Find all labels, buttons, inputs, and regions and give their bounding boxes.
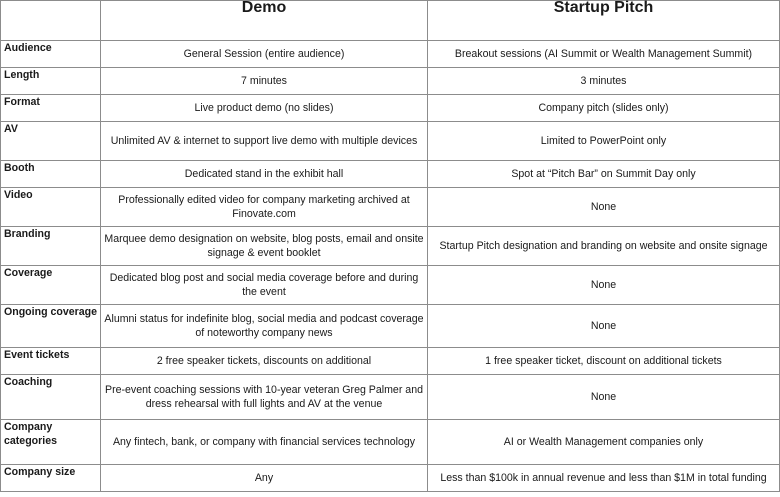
demo-cell: General Session (entire audience) xyxy=(100,40,428,68)
pitch-cell: None xyxy=(427,304,780,348)
header-row: Demo Startup Pitch xyxy=(0,0,780,41)
pitch-cell: Company pitch (slides only) xyxy=(427,94,780,122)
row-label: Branding xyxy=(0,226,101,266)
demo-cell: Alumni status for indefinite blog, socia… xyxy=(100,304,428,348)
row-label: AV xyxy=(0,121,101,161)
demo-cell: Dedicated blog post and social media cov… xyxy=(100,265,428,305)
demo-cell: Professionally edited video for company … xyxy=(100,187,428,227)
header-blank-cell xyxy=(0,0,101,41)
pitch-cell: Spot at “Pitch Bar” on Summit Day only xyxy=(427,160,780,188)
table-row: Video Professionally edited video for co… xyxy=(0,187,780,227)
table-row: Company categories Any fintech, bank, or… xyxy=(0,419,780,465)
demo-cell: Marquee demo designation on website, blo… xyxy=(100,226,428,266)
row-label: Audience xyxy=(0,40,101,68)
row-label: Format xyxy=(0,94,101,122)
table-row: AV Unlimited AV & internet to support li… xyxy=(0,121,780,161)
pitch-cell: None xyxy=(427,187,780,227)
row-label: Coverage xyxy=(0,265,101,305)
pitch-cell: 3 minutes xyxy=(427,67,780,95)
pitch-cell: Breakout sessions (AI Summit or Wealth M… xyxy=(427,40,780,68)
demo-cell: Pre-event coaching sessions with 10-year… xyxy=(100,374,428,420)
demo-cell: Dedicated stand in the exhibit hall xyxy=(100,160,428,188)
table-row: Format Live product demo (no slides) Com… xyxy=(0,94,780,122)
demo-cell: Any fintech, bank, or company with finan… xyxy=(100,419,428,465)
demo-cell: Unlimited AV & internet to support live … xyxy=(100,121,428,161)
pitch-cell: AI or Wealth Management companies only xyxy=(427,419,780,465)
pitch-cell: Limited to PowerPoint only xyxy=(427,121,780,161)
table-row: Branding Marquee demo designation on web… xyxy=(0,226,780,266)
pitch-cell: None xyxy=(427,374,780,420)
demo-cell: Any xyxy=(100,464,428,492)
row-label: Booth xyxy=(0,160,101,188)
table-row: Coaching Pre-event coaching sessions wit… xyxy=(0,374,780,420)
column-header-demo: Demo xyxy=(100,0,428,41)
demo-cell: Live product demo (no slides) xyxy=(100,94,428,122)
row-label: Coaching xyxy=(0,374,101,420)
pitch-cell: Startup Pitch designation and branding o… xyxy=(427,226,780,266)
table-row: Booth Dedicated stand in the exhibit hal… xyxy=(0,160,780,188)
row-label: Company categories xyxy=(0,419,101,465)
demo-cell: 2 free speaker tickets, discounts on add… xyxy=(100,347,428,375)
row-label: Ongoing coverage xyxy=(0,304,101,348)
pitch-cell: None xyxy=(427,265,780,305)
table-row: Ongoing coverage Alumni status for indef… xyxy=(0,304,780,348)
row-label: Event tickets xyxy=(0,347,101,375)
table-row: Coverage Dedicated blog post and social … xyxy=(0,265,780,305)
table-row: Length 7 minutes 3 minutes xyxy=(0,67,780,95)
table-row: Event tickets 2 free speaker tickets, di… xyxy=(0,347,780,375)
column-header-startup-pitch: Startup Pitch xyxy=(427,0,780,41)
row-label: Video xyxy=(0,187,101,227)
pitch-cell: 1 free speaker ticket, discount on addit… xyxy=(427,347,780,375)
demo-cell: 7 minutes xyxy=(100,67,428,95)
table-row: Company size Any Less than $100k in annu… xyxy=(0,464,780,492)
pitch-cell: Less than $100k in annual revenue and le… xyxy=(427,464,780,492)
table-row: Audience General Session (entire audienc… xyxy=(0,40,780,68)
row-label: Company size xyxy=(0,464,101,492)
row-label: Length xyxy=(0,67,101,95)
